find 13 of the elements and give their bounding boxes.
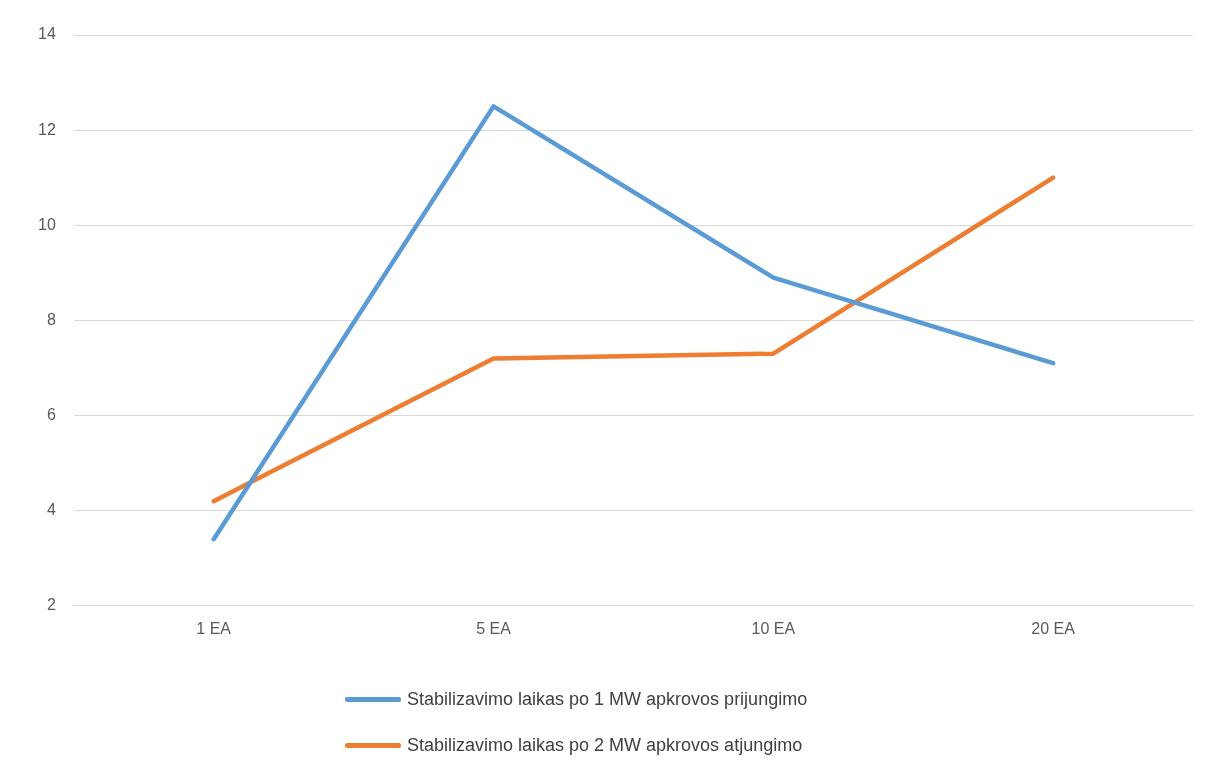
y-tick-label: 12 xyxy=(38,120,56,138)
y-tick-label: 4 xyxy=(46,501,56,519)
x-tick-label: 1 EA xyxy=(196,619,232,637)
legend-label: Stabilizavimo laikas po 1 MW apkrovos prijungimo xyxy=(407,688,808,711)
y-tick-label: 14 xyxy=(38,25,56,43)
y-tick-label: 8 xyxy=(46,310,56,328)
x-tick-label: 10 EA xyxy=(751,619,796,637)
legend-label: Stabilizavimo laikas po 2 MW apkrovos atjungimo xyxy=(407,734,803,757)
y-tick-label: 6 xyxy=(46,405,56,423)
y-tick-label: 10 xyxy=(38,215,56,233)
x-tick-label: 5 EA xyxy=(476,619,512,637)
x-tick-label: 20 EA xyxy=(1031,619,1076,637)
y-tick-label: 2 xyxy=(46,596,56,614)
